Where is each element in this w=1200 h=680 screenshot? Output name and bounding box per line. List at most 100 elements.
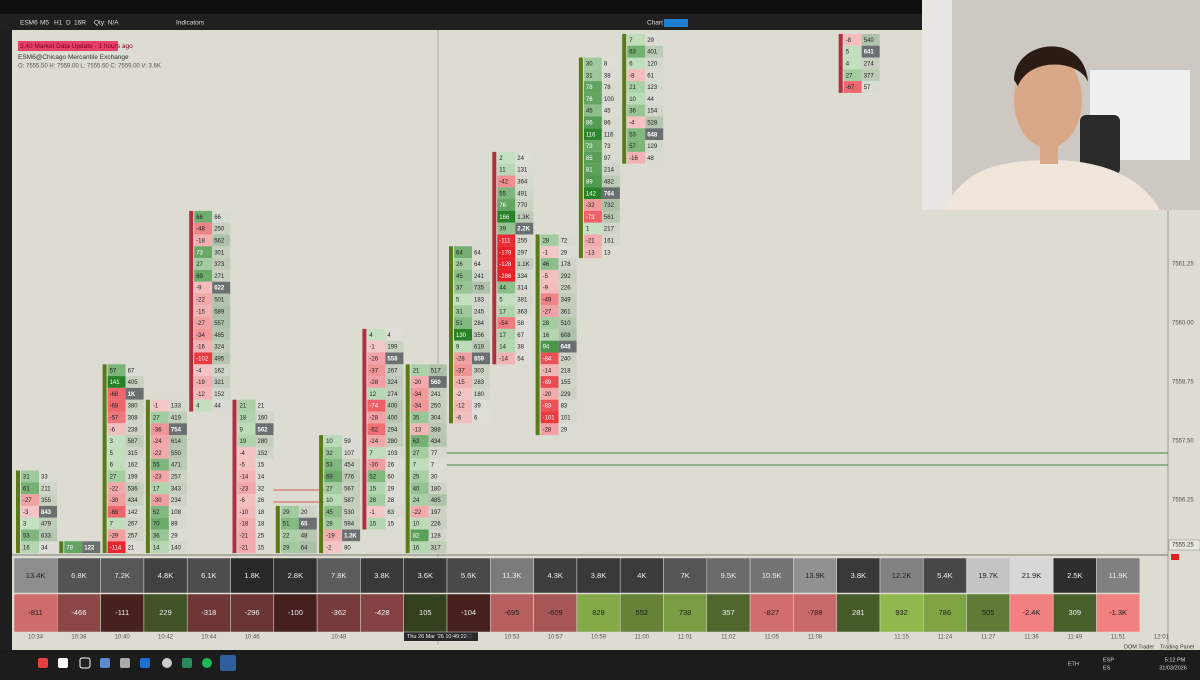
volume-cell [472, 399, 490, 412]
toolbar-item[interactable]: H1 [54, 20, 63, 27]
volume-text: 64 [474, 262, 481, 268]
volume-cell [515, 246, 534, 259]
volume-cell [428, 517, 447, 530]
toolbar-item[interactable]: D [66, 20, 71, 27]
delta-cell [497, 222, 516, 235]
delta-cell [194, 258, 213, 270]
delta-cell [540, 234, 559, 247]
delta-cell [627, 69, 646, 82]
delta-text: 16 [543, 333, 550, 339]
volume-text: 44 [214, 404, 221, 410]
volume-text: 735 [474, 286, 485, 292]
delta-text: 7 [629, 38, 633, 44]
delta-text: 16 [413, 545, 420, 551]
delta-cell [627, 128, 646, 141]
toolbar-item[interactable]: 16R [74, 20, 86, 27]
app-icon[interactable] [58, 658, 68, 668]
toolbar-item[interactable]: Qty: N/A [94, 20, 119, 27]
app-icon[interactable] [79, 657, 91, 669]
delta-text: 11 [499, 168, 506, 174]
volume-text: 1.3K [517, 215, 529, 221]
taskbar-item[interactable]: 31/03/2026 [1159, 665, 1187, 671]
delta-text: 29 [283, 510, 290, 516]
taskbar-item[interactable]: ESP [1103, 657, 1114, 663]
delta-cell [367, 376, 386, 388]
toolbar-item[interactable]: M5 [40, 20, 49, 27]
delta-cell [410, 541, 429, 554]
volume-text: 29 [171, 533, 178, 539]
delta-text: -68 [110, 392, 119, 398]
app-icon[interactable] [162, 658, 172, 668]
volume-cell [515, 328, 534, 341]
alert-text: 3.40 Market Data Update - 1 hours ago [20, 43, 133, 50]
volume-text: 361 [561, 309, 572, 315]
volume-cell [558, 340, 577, 353]
volume-text: 284 [474, 321, 485, 327]
delta-summary-cell [793, 593, 837, 633]
delta-text: -34 [413, 404, 422, 410]
delta-cell [150, 411, 169, 424]
volume-text: 107 [344, 451, 355, 457]
volume-text: 349 [561, 297, 572, 303]
delta-cell [540, 293, 559, 306]
app-icon[interactable] [202, 658, 212, 668]
volume-text: 26 [387, 463, 394, 469]
volume-text: 4 [387, 333, 391, 339]
volume-cell [125, 364, 144, 377]
volume-cell [212, 246, 231, 259]
volume-cell [212, 364, 231, 377]
delta-text: -128 [499, 262, 512, 268]
taskbar-item[interactable]: Trading Panel [1160, 644, 1194, 650]
delta-summary: -609 [548, 608, 563, 617]
current-price: 7555.25 [1172, 543, 1194, 549]
delta-cell [583, 128, 602, 141]
toolbar-item[interactable]: ESM6 [20, 20, 38, 27]
app-icon[interactable] [38, 658, 48, 668]
candle [275, 505, 280, 554]
taskbar-item[interactable]: 5:12 PM [1165, 657, 1186, 663]
toolbar-item[interactable]: Indicators [176, 20, 205, 27]
delta-text: -20 [543, 392, 552, 398]
delta-cell [410, 517, 429, 530]
volume-text: 257 [171, 474, 182, 480]
taskbar-item[interactable]: ES [1103, 665, 1111, 671]
volume-summary: 6.1K [201, 571, 216, 580]
volume-text: 776 [344, 474, 355, 480]
instrument: ESM6@Chicago Mercantile Exchange [18, 54, 129, 61]
volume-cell [125, 376, 144, 388]
volume-text: 267 [387, 368, 398, 374]
webcam [922, 0, 1200, 210]
volume-text: 405 [128, 380, 139, 386]
delta-cell [627, 45, 646, 58]
volume-text: 133 [171, 404, 182, 410]
delta-text: -8 [846, 38, 852, 44]
volume-cell [255, 423, 274, 436]
taskbar-item[interactable]: DOM Trader [1124, 644, 1154, 650]
volume-text: 614 [171, 439, 182, 445]
volume-cell [342, 517, 361, 530]
delta-cell [194, 269, 213, 282]
chart-tab[interactable]: Chart [647, 20, 663, 27]
delta-text: 76 [499, 203, 506, 209]
delta-cell [497, 328, 516, 341]
delta-cell [150, 470, 169, 483]
delta-summary-cell [273, 593, 318, 633]
app-icon[interactable] [120, 658, 130, 668]
app-icon-active[interactable] [220, 655, 236, 671]
app-icon[interactable] [182, 658, 192, 668]
delta-cell [194, 317, 213, 329]
price-label: 7557.50 [1172, 439, 1194, 445]
volume-cell [385, 328, 404, 341]
app-icon[interactable] [100, 658, 110, 668]
volume-cell [472, 328, 490, 341]
volume-text: 608 [561, 333, 572, 339]
volume-cell [342, 505, 361, 518]
delta-cell [540, 317, 559, 329]
taskbar-item[interactable]: ETH [1068, 661, 1079, 667]
delta-text: 31 [456, 309, 463, 315]
volume-text: 400 [387, 415, 398, 421]
time-label: 11:24 [938, 635, 953, 641]
app-icon[interactable] [140, 658, 150, 668]
delta-cell [583, 246, 602, 259]
volume-cell [472, 293, 490, 306]
